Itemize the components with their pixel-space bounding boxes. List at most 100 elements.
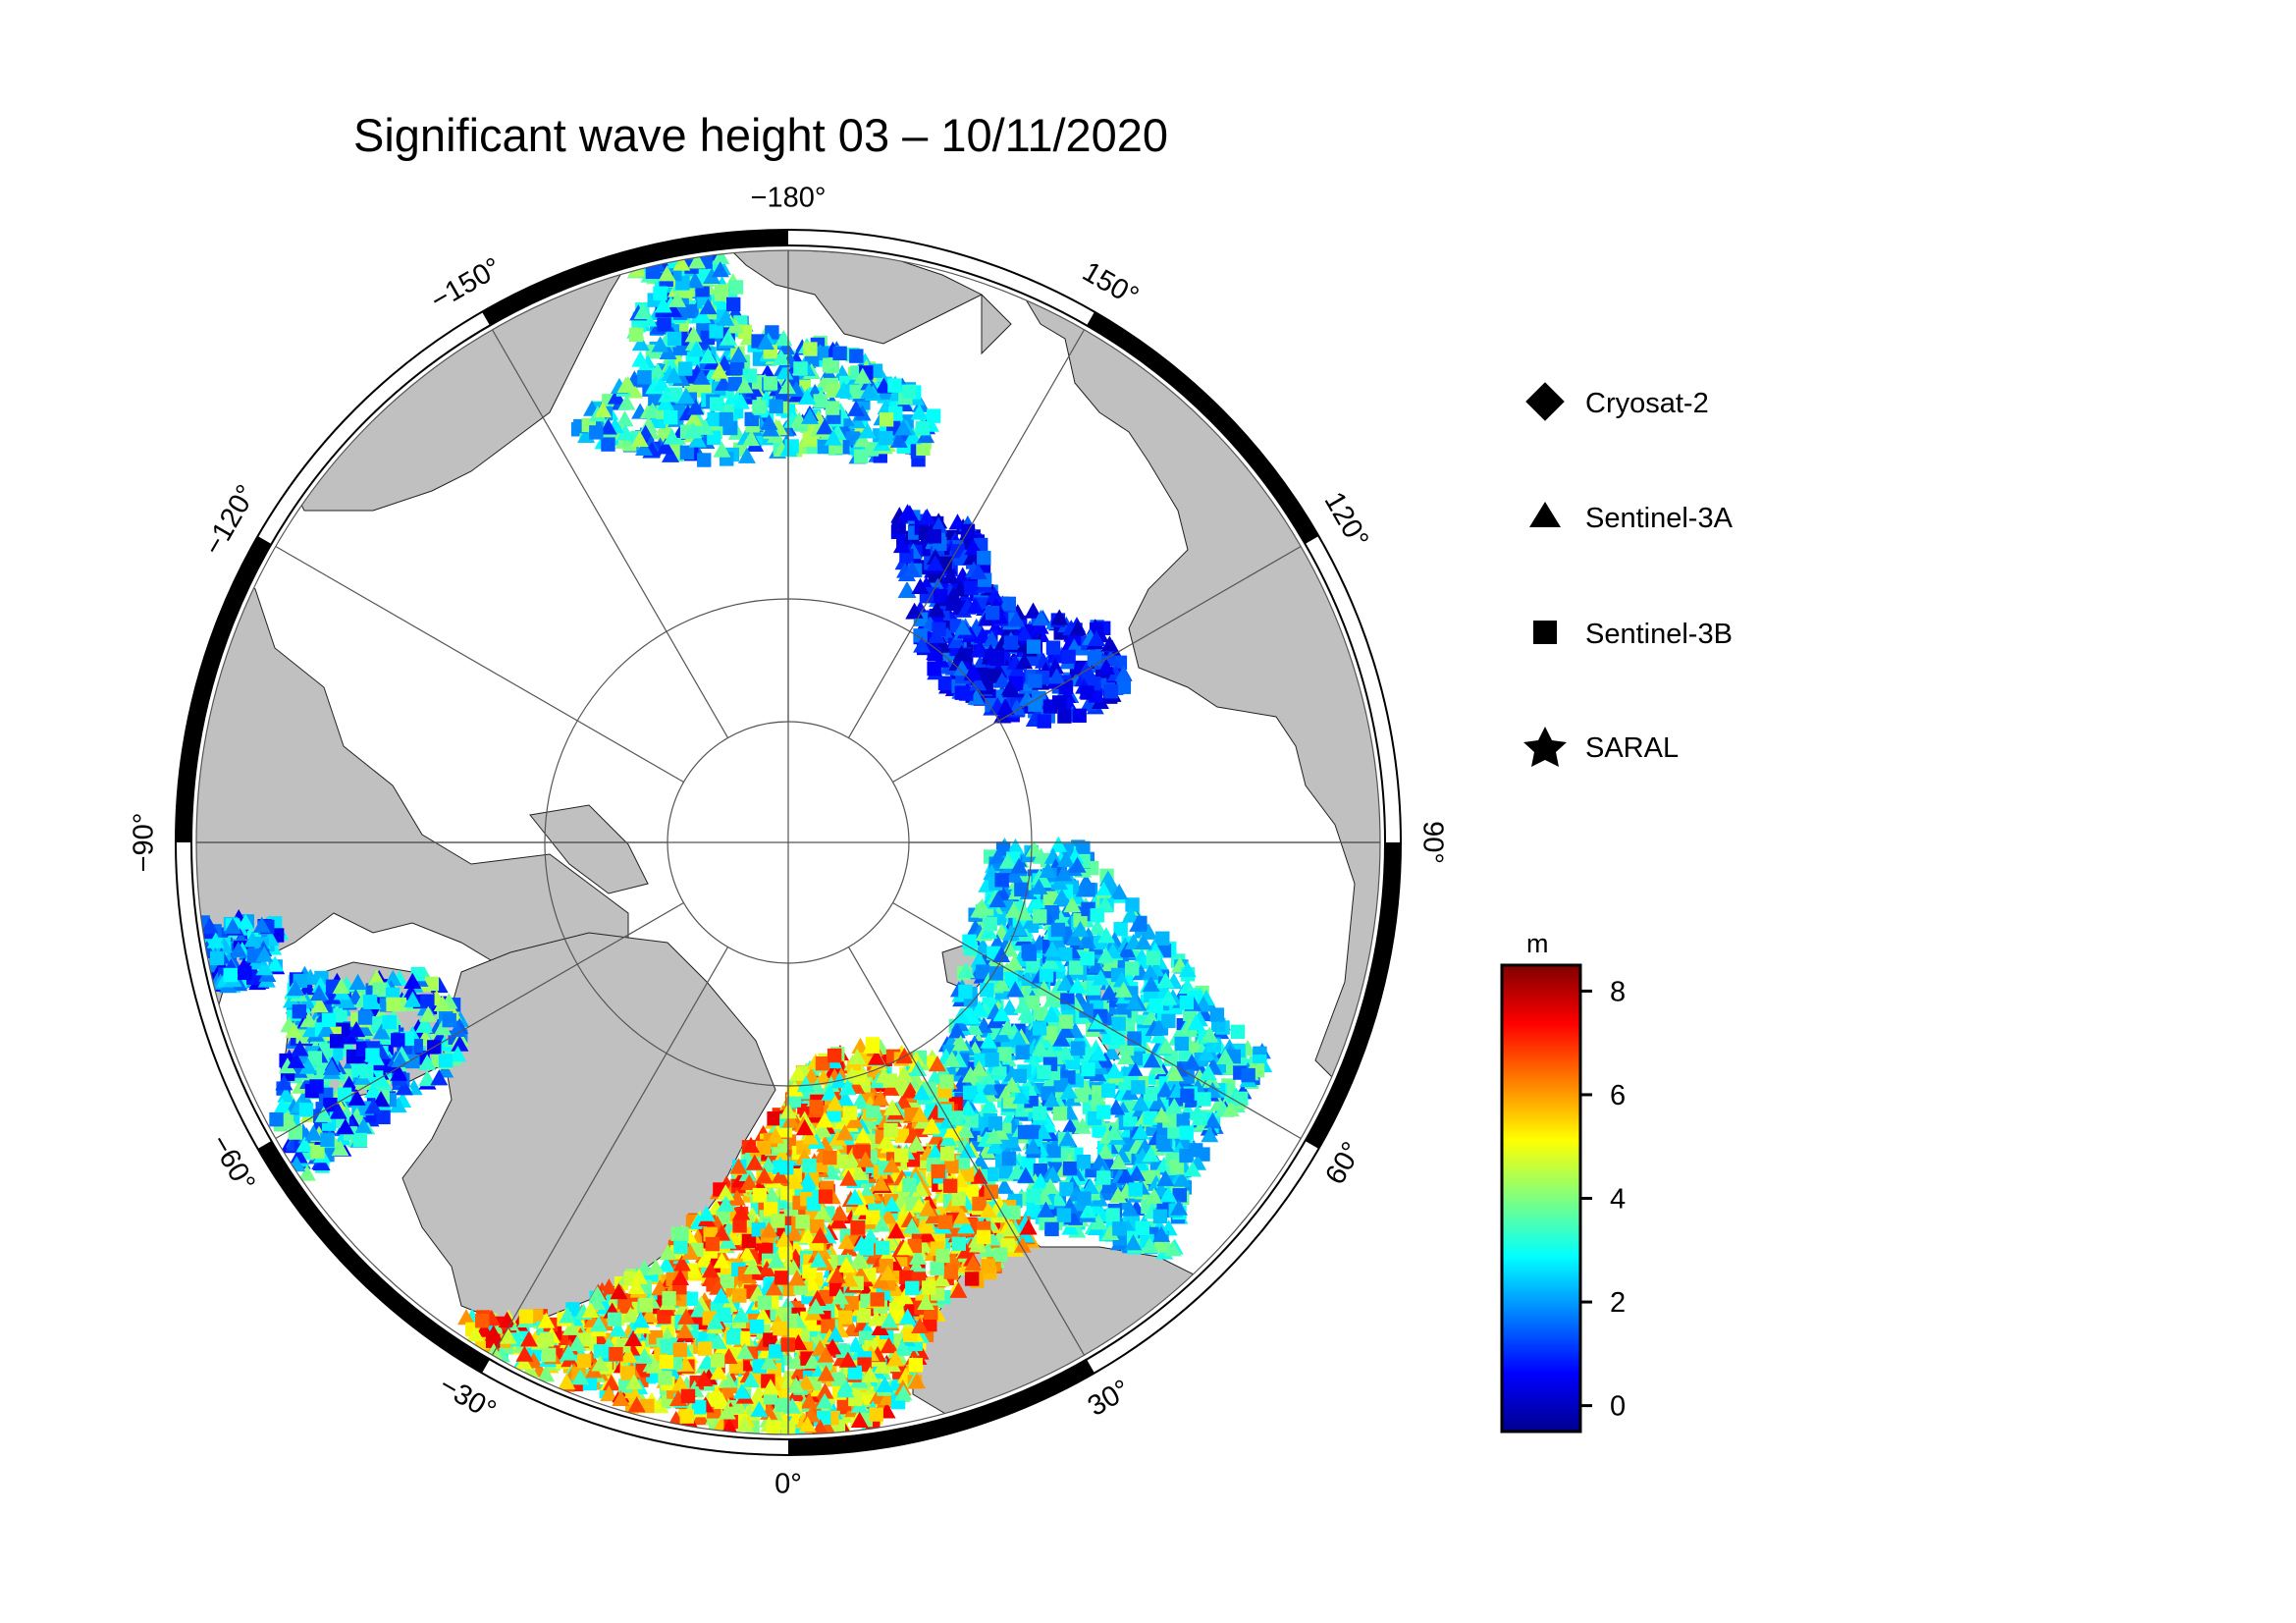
- swath-marker: [1021, 1156, 1036, 1170]
- swath-marker: [1125, 961, 1140, 976]
- land-ellesmere: [529, 804, 649, 894]
- swath-marker: [1072, 708, 1087, 724]
- swath-marker: [645, 264, 661, 280]
- swath-marker: [892, 536, 911, 554]
- swath-marker: [870, 1292, 884, 1307]
- swath-marker: [699, 348, 718, 364]
- swath-marker: [793, 361, 808, 376]
- swath-marker: [725, 1330, 741, 1345]
- swath-marker: [1051, 695, 1067, 710]
- swath-marker: [1074, 1088, 1089, 1103]
- swath-marker: [686, 272, 705, 289]
- swath-marker: [818, 1189, 833, 1204]
- swath-marker: [1081, 882, 1095, 897]
- swath-marker: [589, 425, 604, 440]
- swath-marker: [687, 341, 706, 357]
- swath-marker: [679, 445, 695, 460]
- swath-marker: [1024, 602, 1042, 619]
- swath-marker: [911, 577, 930, 595]
- swath-marker: [752, 400, 767, 414]
- swath-marker: [688, 431, 707, 448]
- swath-marker: [803, 342, 818, 356]
- swath-marker: [927, 529, 942, 544]
- swath-marker: [577, 1353, 592, 1369]
- swath-marker: [915, 421, 931, 436]
- swath-marker: [676, 387, 695, 404]
- swath-marker: [967, 688, 986, 705]
- swath-marker: [926, 555, 944, 571]
- swath-marker: [934, 588, 948, 604]
- swath-marker: [708, 1392, 723, 1407]
- swath-marker: [992, 1247, 1008, 1262]
- swath-marker: [847, 400, 866, 416]
- swath-marker: [1062, 1161, 1078, 1176]
- swath-marker: [939, 1074, 954, 1089]
- swath-marker: [1015, 653, 1034, 670]
- swath-marker: [935, 1248, 950, 1264]
- swath-marker: [1076, 840, 1091, 856]
- swath-marker: [806, 1196, 821, 1212]
- swath-marker: [869, 1407, 883, 1422]
- swath-marker: [972, 1196, 987, 1212]
- swath-marker: [856, 1308, 872, 1324]
- swath-marker: [883, 1122, 898, 1138]
- swath-marker: [742, 368, 758, 383]
- swath-marker: [981, 1259, 995, 1273]
- wave-height-swaths: [196, 250, 1273, 1434]
- swath-marker: [594, 401, 613, 418]
- swath-marker: [850, 1220, 866, 1235]
- swath-marker: [518, 1309, 534, 1325]
- swath-marker: [798, 388, 817, 405]
- swath-marker: [908, 1358, 924, 1373]
- swath-marker: [866, 1104, 881, 1119]
- swath-marker: [944, 594, 963, 611]
- swath-marker: [1015, 1045, 1030, 1060]
- swath-marker: [703, 267, 721, 285]
- swath-marker: [1059, 1181, 1074, 1197]
- swath-marker: [728, 280, 744, 295]
- swath-marker: [775, 363, 794, 380]
- swath-marker: [853, 367, 872, 384]
- swath-marker: [599, 418, 617, 435]
- swath-marker: [1105, 1208, 1120, 1222]
- swath-marker: [1161, 1013, 1176, 1029]
- swath-marker: [879, 412, 894, 427]
- swath-marker: [725, 317, 744, 334]
- swath-marker: [1045, 640, 1061, 655]
- swath-marker: [905, 602, 924, 619]
- swath-marker: [842, 1106, 857, 1120]
- swath-marker: [732, 1288, 747, 1303]
- swath-marker: [965, 664, 984, 681]
- swath-marker: [757, 1295, 773, 1311]
- swath-marker: [1080, 685, 1095, 700]
- swath-marker: [1188, 1143, 1203, 1158]
- swath-marker: [658, 265, 676, 282]
- swath-marker: [822, 357, 837, 372]
- swath-marker: [858, 422, 877, 439]
- swath-marker: [732, 1218, 747, 1233]
- swath-marker: [926, 408, 941, 423]
- swath-marker: [609, 1346, 623, 1362]
- swath-marker: [1028, 674, 1042, 688]
- swath-marker: [699, 298, 718, 315]
- swath-marker: [653, 286, 667, 300]
- swath-marker: [674, 1226, 689, 1241]
- swath-marker: [684, 409, 703, 426]
- swath-marker: [922, 1280, 936, 1295]
- swath-marker: [737, 447, 756, 463]
- swath-marker: [971, 655, 989, 672]
- swath-marker: [1155, 931, 1170, 946]
- swath-marker: [894, 1148, 909, 1163]
- swath-marker: [997, 1047, 1012, 1061]
- swath-marker: [882, 1073, 897, 1088]
- swath-marker: [688, 252, 707, 269]
- swath-marker: [1039, 968, 1054, 983]
- swath-marker: [774, 1271, 789, 1285]
- swath-marker: [749, 1319, 765, 1334]
- swath-marker: [962, 934, 977, 948]
- swath-marker: [616, 424, 635, 441]
- swath-marker: [928, 626, 946, 643]
- swath-marker: [875, 1240, 890, 1256]
